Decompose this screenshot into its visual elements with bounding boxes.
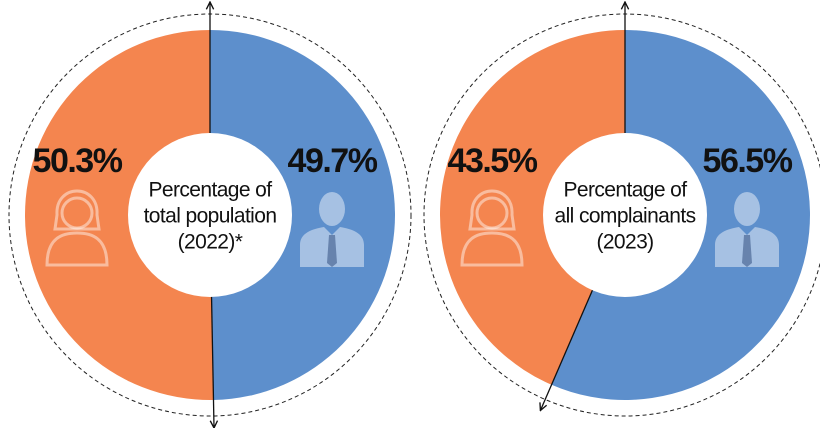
donut-hole xyxy=(128,133,292,297)
donut-hole xyxy=(543,133,707,297)
female-icon-head xyxy=(60,196,94,230)
female-icon-hair xyxy=(468,189,516,231)
center-label: (2023) xyxy=(596,231,653,254)
male-icon-head xyxy=(734,192,760,226)
center-label: (2022)* xyxy=(178,231,243,254)
donut-chart: Percentage of total population (2022)* 50.3… xyxy=(8,2,412,428)
center-label: Percentage of xyxy=(564,179,688,202)
female-icon-body xyxy=(460,231,524,267)
male-icon-tie xyxy=(742,235,752,267)
donut-slice xyxy=(210,30,395,400)
female-icon-hair xyxy=(53,189,101,231)
donut-slice xyxy=(24,30,214,400)
female-icon-head xyxy=(475,196,509,230)
donut-slice xyxy=(439,30,625,385)
center-label: Percentage of xyxy=(149,179,273,202)
value-label: 43.5% xyxy=(448,142,538,180)
center-label: all complainants xyxy=(555,205,696,228)
male-icon-tie xyxy=(327,235,337,267)
value-label: 50.3% xyxy=(33,142,123,180)
value-label: 56.5% xyxy=(703,142,793,180)
donut-chart: Percentage of all complainants (2023) 43.5%… xyxy=(423,2,820,417)
male-icon-head xyxy=(319,192,345,226)
value-label: 49.7% xyxy=(288,142,378,180)
center-label: total population xyxy=(144,205,277,228)
female-icon-body xyxy=(45,231,109,267)
